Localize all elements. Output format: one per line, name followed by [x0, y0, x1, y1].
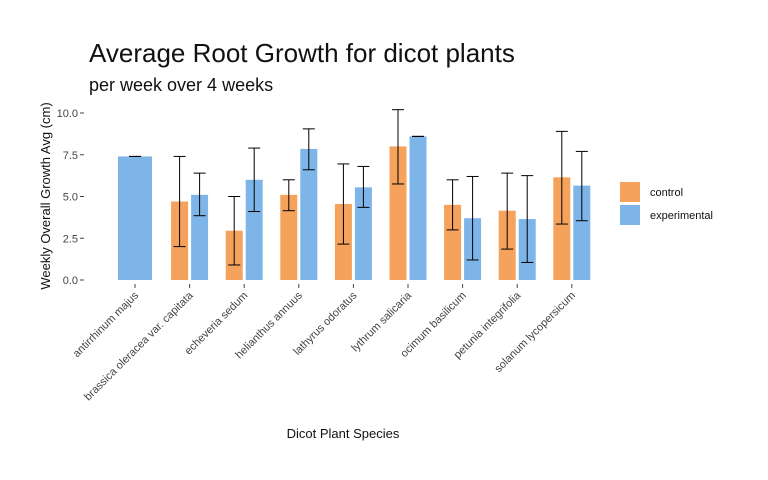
error-bar-control	[228, 196, 241, 266]
chart-title: Average Root Growth for dicot plants	[89, 38, 515, 68]
bar-control	[553, 177, 571, 280]
bar-control	[444, 204, 462, 280]
error-bars	[129, 109, 588, 266]
legend: control experimental	[620, 182, 713, 225]
bar-experimental	[354, 187, 372, 280]
chart-subtitle: per week over 4 weeks	[89, 75, 273, 95]
error-bar-experimental	[302, 128, 315, 171]
bar-experimental	[245, 179, 263, 280]
error-bar-control	[501, 172, 514, 250]
error-bar-experimental	[466, 175, 479, 261]
legend-label-experimental: experimental	[650, 210, 713, 222]
y-axis-ticks: 0.0 2.5 5.0 7.5 10.0	[57, 108, 84, 287]
y-tick-label: 10.0	[57, 108, 78, 120]
x-axis-title: Dicot Plant Species	[287, 426, 400, 441]
error-bar-control	[392, 109, 404, 185]
error-bar-experimental	[248, 147, 261, 213]
bar-experimental	[573, 185, 591, 280]
y-tick-label: 7.5	[63, 150, 78, 162]
x-tick-label: brassica oleracea var. capitata	[82, 289, 196, 403]
bar-control	[389, 146, 407, 280]
y-axis-title: Weekly Overall Growth Avg (cm)	[38, 102, 53, 289]
legend-label-control: control	[650, 187, 683, 199]
bar-experimental	[409, 136, 427, 280]
error-bar-control	[282, 179, 295, 212]
error-bar-control	[446, 179, 459, 231]
error-bar-experimental	[575, 150, 588, 222]
error-bar-experimental	[357, 165, 370, 208]
error-bar-control	[173, 155, 186, 248]
error-bar-experimental	[521, 175, 534, 263]
bar-experimental	[118, 156, 152, 280]
legend-swatch-experimental	[620, 205, 640, 225]
y-tick-label: 0.0	[63, 275, 78, 287]
error-bar-experimental	[193, 172, 206, 217]
y-tick-label: 2.5	[63, 233, 78, 245]
bars	[118, 136, 591, 280]
bar-control	[280, 194, 298, 280]
y-tick-label: 5.0	[63, 192, 78, 204]
bar-experimental	[300, 148, 318, 280]
error-bar-control	[555, 130, 568, 225]
legend-swatch-control	[620, 182, 640, 202]
error-bar-control	[337, 163, 350, 245]
